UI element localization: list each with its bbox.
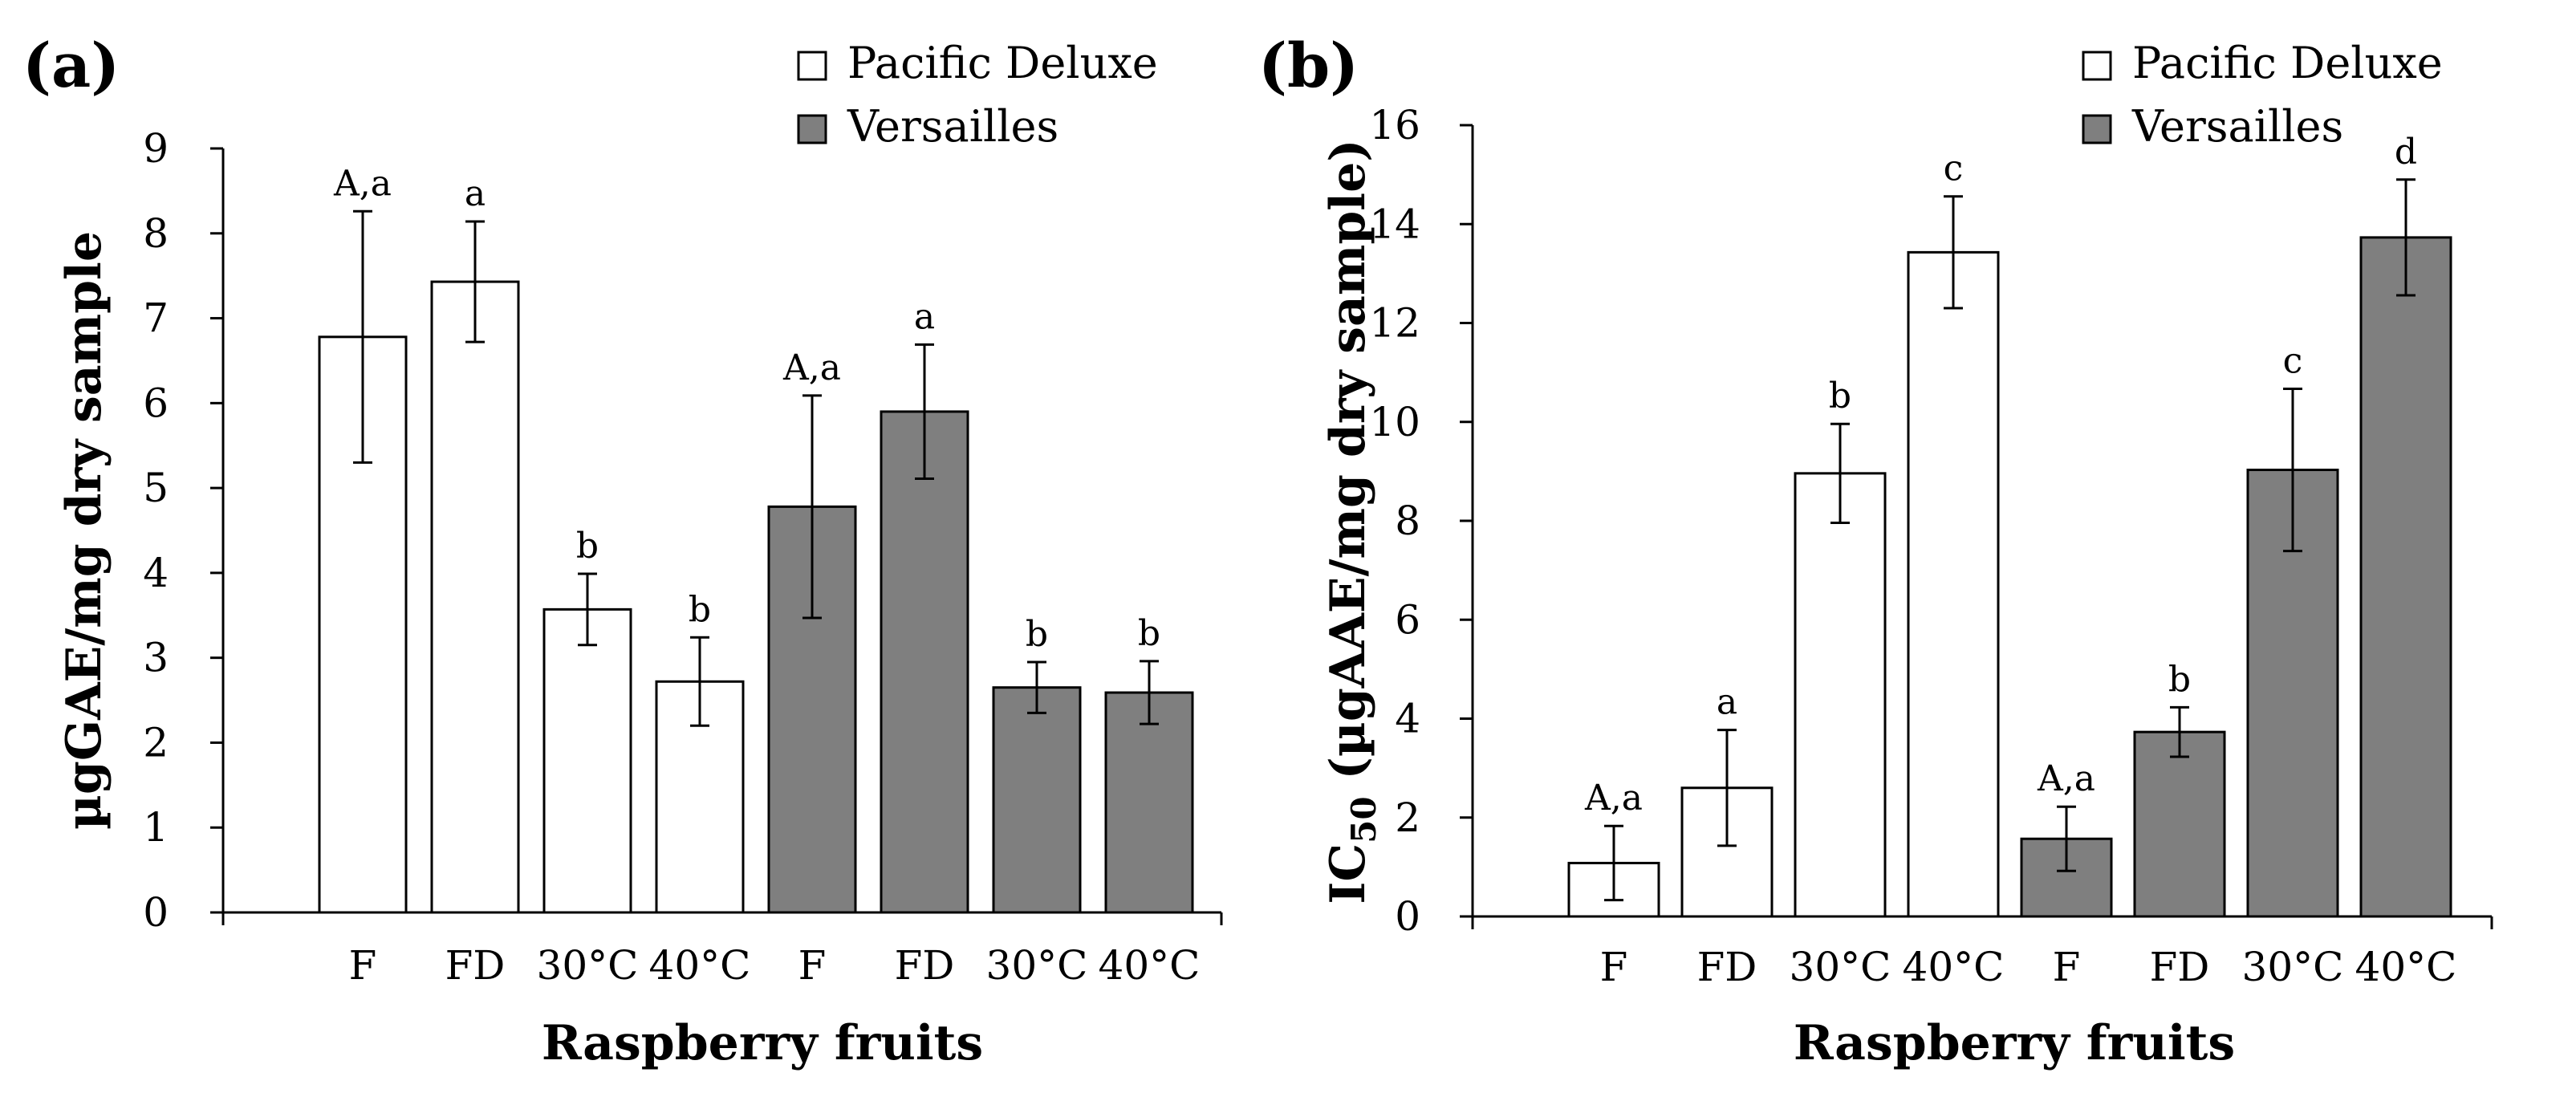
panel-b-bar	[1794, 472, 1887, 918]
panel-b-significance-label: d	[2395, 132, 2417, 173]
panel-a-error-bar	[578, 572, 597, 647]
panel-a-significance-label: a	[465, 173, 486, 214]
panel-b-significance-label: b	[1829, 376, 1851, 416]
panel-b-legend: Pacific Deluxe Versailles	[2082, 38, 2443, 152]
panel-a-legend: Pacific Deluxe Versailles	[797, 38, 1158, 152]
panel-b-category-label: F	[2053, 944, 2081, 990]
panel-b-bar	[2359, 236, 2452, 918]
panel-b-significance-label: c	[2283, 340, 2303, 381]
panel-b-category-label: FD	[2150, 944, 2210, 990]
panel-a-significance-label: A,a	[782, 347, 841, 388]
panel-a-bar	[767, 505, 857, 914]
panel-a-bar	[1104, 691, 1194, 914]
panel-b-significance-label: c	[1944, 148, 1964, 189]
panel-a-error-bar	[1027, 660, 1046, 714]
panel-b-label: (b)	[1258, 30, 1359, 101]
panel-b-y-tick-label: 6	[1395, 596, 1420, 643]
panel-b-legend-swatch	[2082, 51, 2112, 81]
panel-a-legend-swatch	[797, 114, 827, 144]
panel-a-error-bar	[915, 343, 934, 480]
panel-b-error-bar	[2283, 387, 2302, 553]
panel-a-bar	[992, 686, 1082, 914]
panel-b-y-tick-label: 0	[1395, 893, 1420, 940]
panel-a-bar	[542, 607, 632, 914]
panel-b-error-bar	[1830, 422, 1850, 524]
panel-a-significance-label: b	[1026, 614, 1048, 655]
panel-a-significance-label: a	[914, 296, 935, 337]
panel-a-error-bar	[690, 636, 709, 727]
panel-a-error-bar	[1140, 660, 1159, 725]
panel-a-legend-label: Pacific Deluxe	[847, 38, 1158, 88]
panel-b-category-label: 30°C	[2242, 944, 2344, 990]
panel-a-significance-label: b	[576, 526, 599, 567]
panel-a-y-tick-label: 7	[143, 295, 169, 342]
panel-b-y-axis-title: IC50 (µgAAE/mg dry sample)	[1320, 139, 1383, 904]
panel-a-y-tick-label: 5	[143, 465, 169, 511]
panel-b-y-tick-label: 12	[1369, 300, 1420, 347]
panel-a-error-bar	[802, 394, 822, 620]
panel-a-y-tick-label: 9	[143, 125, 169, 172]
panel-b-y-tick-label: 8	[1395, 498, 1420, 544]
panel-a-category-label: 40°C	[1099, 942, 1201, 989]
panel-a-significance-label: b	[1138, 613, 1160, 654]
panel-b-error-bar	[1944, 195, 1963, 310]
panel-b-category-label: FD	[1697, 944, 1757, 990]
panel-a-category-label: 30°C	[986, 942, 1088, 989]
panel-a-chart: (a) 0 1 2 3 4 5 6 7 8 9 A,a Fa FD b 30°C b 40°C A,a Fa FD b 30…	[22, 30, 1223, 1071]
panel-b-legend-label: Versailles	[2131, 101, 2343, 152]
panel-b-y-tick-label: 16	[1369, 102, 1420, 148]
panel-a-y-tick-label: 4	[143, 550, 169, 596]
panel-b-y-tick-label: 14	[1369, 201, 1420, 247]
panel-a-bar	[430, 280, 520, 914]
panel-a-y-tick-label: 3	[143, 635, 169, 681]
panel-a-bar	[880, 410, 969, 914]
panel-a-category-label: F	[349, 942, 377, 989]
panel-b-legend-label: Pacific Deluxe	[2132, 38, 2443, 88]
panel-b-significance-label: A,a	[1584, 778, 1643, 819]
panel-b-x-axis-title: Raspberry fruits	[1794, 1015, 2235, 1071]
panel-b-error-bar	[2170, 705, 2189, 758]
panel-b-legend-swatch	[2082, 114, 2112, 144]
panel-b-bar	[2133, 730, 2226, 918]
panel-a-category-label: 30°C	[537, 942, 639, 989]
panel-a-y-axis-title: µgGAE/mg dry sample	[56, 231, 112, 830]
panel-a-y-tick-label: 6	[143, 380, 169, 426]
panel-a-error-bar	[465, 220, 485, 343]
panel-b-bar	[1907, 250, 2000, 918]
panel-a-y-tick-label: 2	[143, 719, 169, 766]
panel-b-y-tick-label: 4	[1395, 696, 1420, 742]
panel-a-label: (a)	[22, 30, 120, 101]
panel-a-significance-label: A,a	[333, 163, 392, 204]
panel-a-legend-label: Versailles	[847, 101, 1058, 152]
panel-a-category-label: FD	[445, 942, 506, 989]
panel-a-y-tick-label: 0	[143, 889, 169, 936]
panel-b-category-label: 40°C	[1903, 944, 2005, 990]
panel-b-error-bar	[2396, 178, 2416, 297]
panel-b-y-tick-label: 2	[1395, 794, 1420, 841]
panel-a-x-axis-title: Raspberry fruits	[542, 1015, 983, 1071]
panel-b-significance-label: a	[1717, 682, 1737, 723]
panel-b-y-tick-label: 10	[1369, 399, 1420, 445]
panel-a-y-tick-label: 1	[143, 804, 169, 851]
panel-a-y-tick-label: 8	[143, 210, 169, 257]
panel-a-category-label: 40°C	[649, 942, 751, 989]
panel-b-category-label: F	[1600, 944, 1628, 990]
panel-a-significance-label: b	[689, 589, 711, 630]
panel-b-error-bar	[1717, 729, 1737, 847]
panel-b-chart: (b) 0 2 4 6 8 10 12 14 16 A,a Fa FD b 30°C c 40°C A,a Fb FD…	[1258, 30, 2493, 1071]
panel-a-category-label: F	[798, 942, 827, 989]
panel-a-category-label: FD	[895, 942, 955, 989]
panel-a-error-bar	[353, 209, 372, 464]
panel-b-error-bar	[2057, 805, 2076, 872]
panel-b-significance-label: A,a	[2037, 758, 2095, 799]
panel-b-error-bar	[1604, 824, 1623, 902]
panel-b-category-label: 30°C	[1790, 944, 1891, 990]
panel-b-significance-label: b	[2168, 659, 2191, 700]
panel-b-category-label: 40°C	[2355, 944, 2457, 990]
panel-a-legend-swatch	[797, 51, 827, 81]
